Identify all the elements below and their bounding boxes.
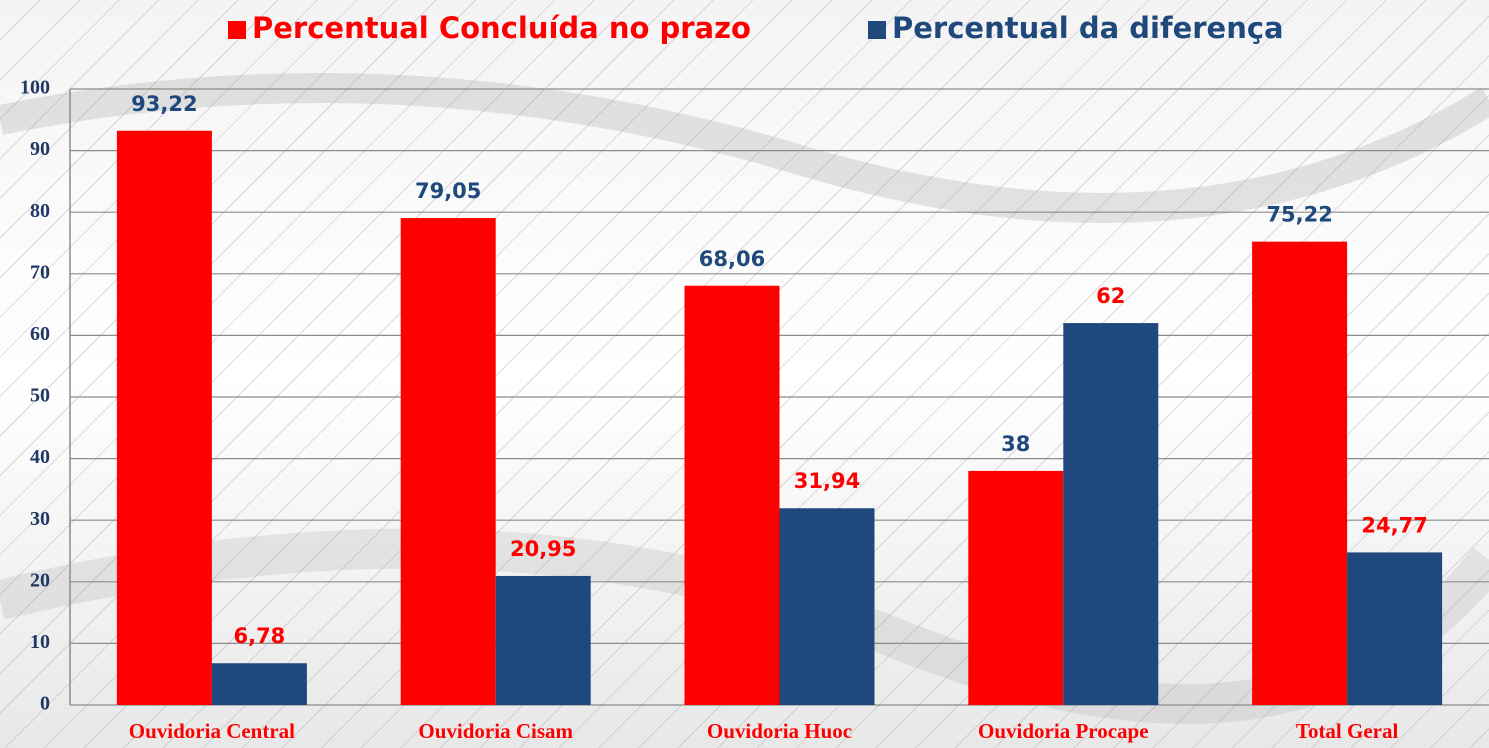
bar: [116, 130, 212, 706]
bar: [1063, 323, 1159, 705]
y-tick-label: 40: [30, 446, 50, 468]
legend-label: Percentual da diferença: [892, 11, 1284, 45]
bar: [400, 218, 496, 705]
value-label: 24,77: [1361, 513, 1427, 537]
value-label: 79,05: [415, 179, 481, 203]
y-tick-label: 20: [30, 569, 50, 591]
value-label: 93,22: [131, 92, 197, 116]
bar: [779, 508, 875, 705]
value-label: 20,95: [510, 537, 576, 561]
value-label: 68,06: [699, 247, 765, 271]
bar: [495, 575, 591, 705]
y-tick-label: 50: [30, 385, 50, 407]
y-tick-label: 10: [30, 631, 50, 653]
x-tick-label: Ouvidoria Huoc: [707, 719, 852, 743]
bar: [211, 663, 307, 705]
bar: [1252, 241, 1348, 705]
y-tick-label: 30: [30, 508, 50, 530]
bar: [968, 470, 1064, 705]
value-label: 38: [1001, 432, 1030, 456]
legend-swatch: [868, 21, 886, 39]
value-label: 75,22: [1266, 203, 1332, 227]
x-tick-label: Ouvidoria Procape: [978, 719, 1149, 743]
y-tick-label: 90: [30, 138, 50, 160]
legend-swatch: [228, 21, 246, 39]
y-tick-label: 60: [30, 323, 50, 345]
bar: [684, 285, 780, 705]
bar: [1347, 552, 1443, 705]
y-tick-label: 70: [30, 261, 50, 283]
value-label: 6,78: [233, 624, 285, 648]
legend-label: Percentual Concluída no prazo: [252, 11, 751, 45]
x-tick-label: Total Geral: [1296, 719, 1399, 743]
value-label: 62: [1096, 284, 1125, 308]
x-tick-label: Ouvidoria Cisam: [418, 719, 573, 743]
value-label: 31,94: [794, 469, 860, 493]
y-tick-label: 100: [20, 77, 50, 99]
x-tick-label: Ouvidoria Central: [129, 719, 295, 743]
y-tick-label: 80: [30, 200, 50, 222]
y-tick-label: 0: [40, 693, 50, 715]
